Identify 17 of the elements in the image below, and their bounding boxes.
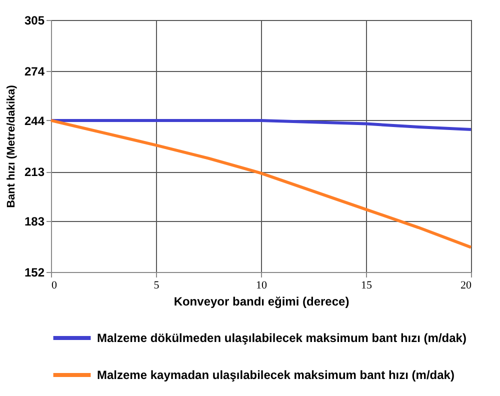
x-tick-label: 5	[154, 280, 160, 292]
x-tick-label: 20	[460, 280, 472, 292]
x-tick-label: 0	[52, 280, 58, 292]
y-tick-label: 183	[24, 214, 45, 228]
legend-label: Malzeme kaymadan ulaşılabilecek maksimum bant hızı (m/dak)	[97, 368, 454, 382]
x-tick-label: 15	[361, 280, 372, 292]
line-series	[50, 118, 472, 132]
line-series	[50, 118, 472, 249]
y-tick-label: 274	[24, 64, 45, 79]
y-axis-title: Bant hızı (Metre/dakika)	[5, 84, 18, 208]
y-tick-label: 244	[24, 114, 45, 128]
x-tick-label: 10	[256, 280, 268, 292]
y-tick-label: 213	[24, 165, 45, 180]
y-tick-label: 152	[24, 266, 45, 280]
y-tick-label: 305	[24, 14, 45, 28]
x-axis-title: Konveyor bandı eğimi (derece)	[174, 294, 350, 308]
legend-label: Malzeme dökülmeden ulaşılabilecek maksimum bant hızı (m/dak)	[97, 331, 466, 345]
